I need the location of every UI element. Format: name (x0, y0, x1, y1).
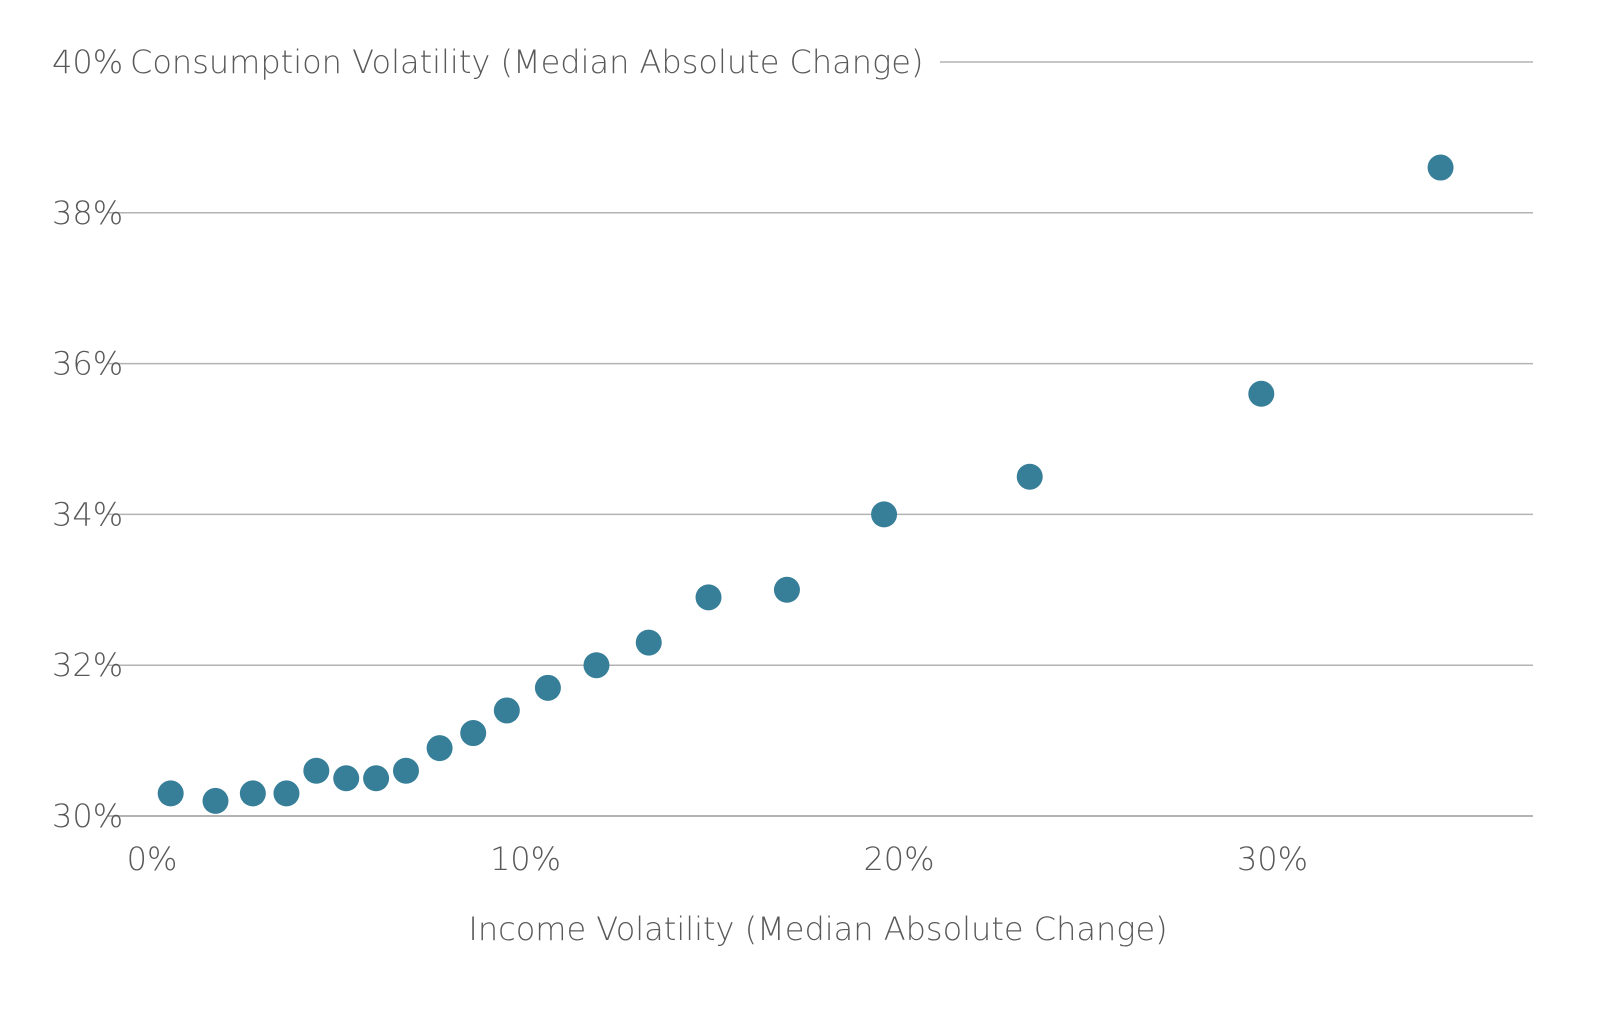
data-point (157, 780, 184, 807)
y-tick-label: 32% (52, 646, 123, 684)
data-point (273, 780, 300, 807)
data-point (363, 765, 390, 792)
data-point (695, 584, 722, 611)
data-point (534, 674, 561, 701)
data-point (239, 780, 266, 807)
data-point (773, 576, 800, 603)
data-point (1427, 154, 1454, 181)
data-point (1016, 463, 1043, 490)
data-point (1248, 380, 1275, 407)
data-point (303, 757, 330, 784)
data-point (871, 501, 898, 528)
x-axis-title: Income Volatility (Median Absolute Chang… (468, 910, 1167, 948)
x-tick-labels: 0% 10% 20% 30% (127, 840, 1308, 878)
gridlines (108, 61, 1533, 817)
data-point (635, 629, 662, 656)
data-point (460, 720, 487, 747)
y-tick-labels: 30% 32% 34% 36% 38% 40% (52, 43, 123, 835)
x-tick-label: 30% (1237, 840, 1308, 878)
data-point (426, 735, 453, 762)
y-axis-title: Consumption Volatility (Median Absolute … (130, 43, 923, 81)
y-tick-label: 34% (52, 495, 123, 533)
x-tick-label: 20% (863, 840, 934, 878)
data-point (333, 765, 360, 792)
y-tick-label: 30% (52, 797, 123, 835)
x-tick-label: 10% (490, 840, 561, 878)
data-point (583, 652, 610, 679)
data-point (392, 757, 419, 784)
y-tick-label: 36% (52, 345, 123, 383)
x-tick-label: 0% (127, 840, 178, 878)
data-points (157, 154, 1454, 814)
data-point (493, 697, 520, 724)
y-tick-label: 40% (52, 43, 123, 81)
data-point (202, 787, 229, 814)
y-tick-label: 38% (52, 194, 123, 232)
